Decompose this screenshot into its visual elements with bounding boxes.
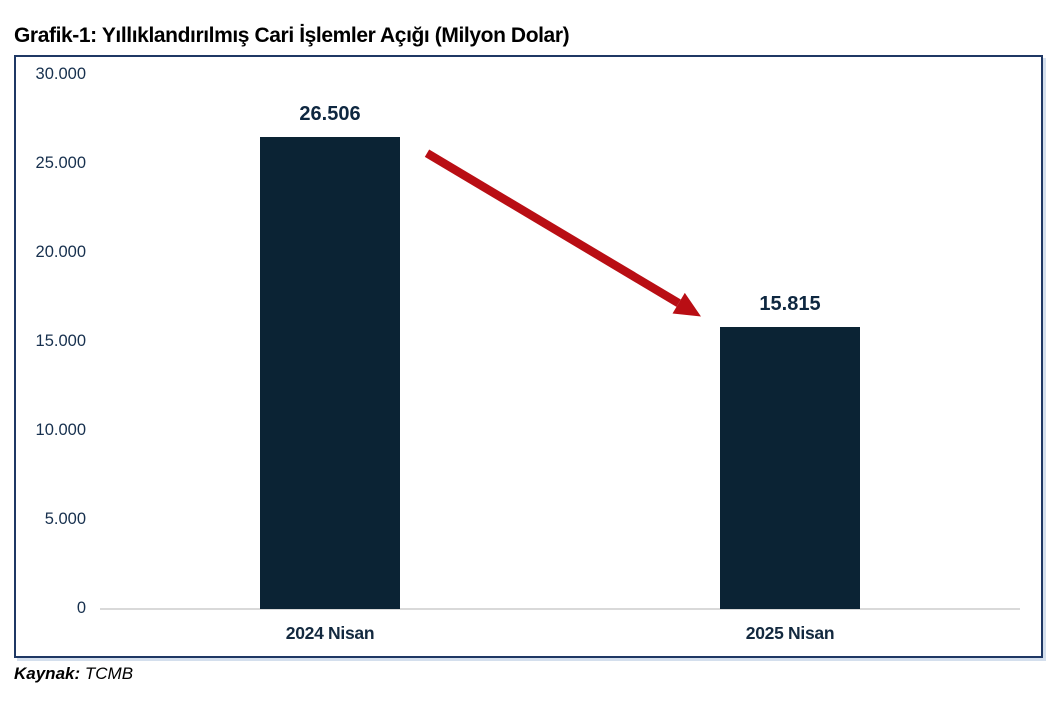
bar-value-label: 15.815 xyxy=(759,293,821,316)
y-tick-label: 15.000 xyxy=(35,332,86,350)
plot-area: 30.000 25.000 20.000 15.000 10.000 5.000 0 26.5… xyxy=(16,57,1041,656)
y-tick-label: 10.000 xyxy=(35,421,86,439)
source-label: Kaynak: xyxy=(14,664,81,683)
y-tick-label: 25.000 xyxy=(35,154,86,172)
y-tick-label: 20.000 xyxy=(35,243,86,261)
y-tick-label: 0 xyxy=(76,599,86,617)
chart-frame: 30.000 25.000 20.000 15.000 10.000 5.000 0 26.5… xyxy=(14,55,1043,658)
x-category-label: 2024 Nisan xyxy=(285,623,375,643)
chart-title: Grafik-1: Yıllıklandırılmış Cari İşlemle… xyxy=(14,24,570,47)
source-note: Kaynak: TCMB xyxy=(14,664,133,684)
bar-value-label: 26.506 xyxy=(299,103,361,126)
bar xyxy=(260,137,400,609)
y-tick-label: 5.000 xyxy=(44,510,86,528)
source-value: TCMB xyxy=(84,664,134,683)
bar xyxy=(720,327,860,609)
x-category-label: 2025 Nisan xyxy=(745,623,835,643)
decline-arrow-icon xyxy=(424,149,701,317)
x-axis-baseline xyxy=(100,608,1020,610)
y-tick-label: 30.000 xyxy=(35,65,86,83)
